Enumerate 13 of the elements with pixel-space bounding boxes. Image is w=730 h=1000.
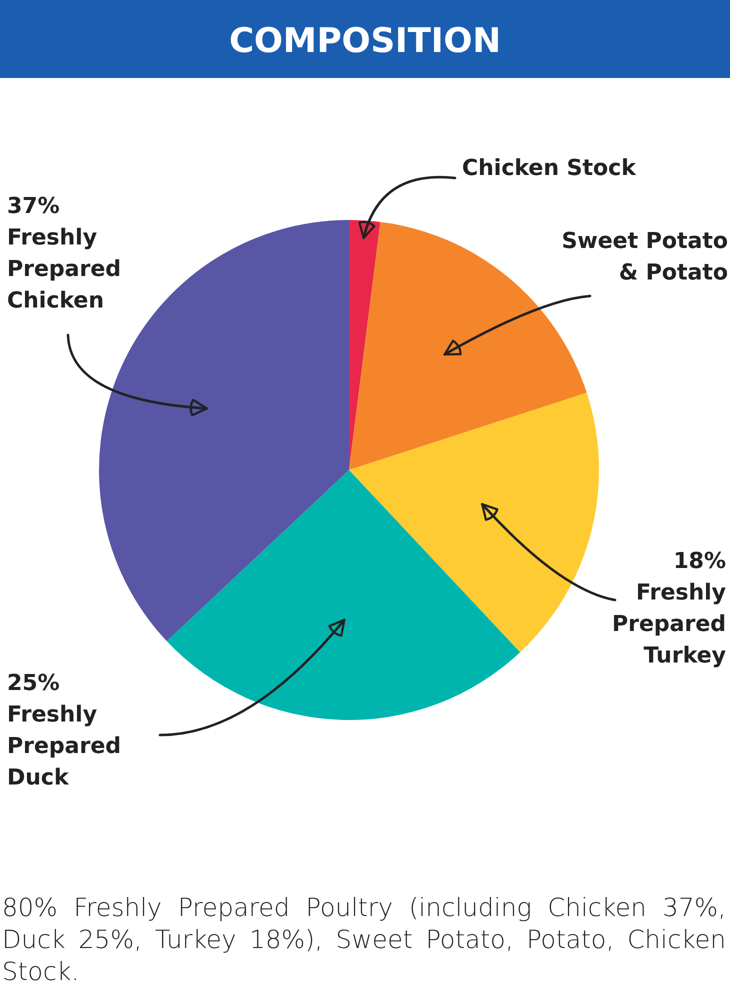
data-label: 37% [7,194,60,219]
text: 80% Freshly Prepared Poultry (including Chicken 37%, Duck 25%, Turkey 18%), Sweet Potato, Potato, Chicken Stock. [2,892,726,988]
slice-label: Freshly Prepared Chicken [7,226,122,314]
chart-title: COMPOSITION [229,21,501,61]
slice-label: Chicken Stock [462,156,638,181]
slice-label: Sweet Potato & Potato [562,229,728,286]
data-label: 25% [7,671,60,696]
data-label: 18% [673,549,726,574]
pie-slice [166,470,520,720]
slice-label: Freshly Prepared Duck [7,702,122,790]
pie-slice [349,220,380,470]
pie-slice [349,392,599,652]
slice-label: Freshly Prepared Turkey [612,580,726,668]
